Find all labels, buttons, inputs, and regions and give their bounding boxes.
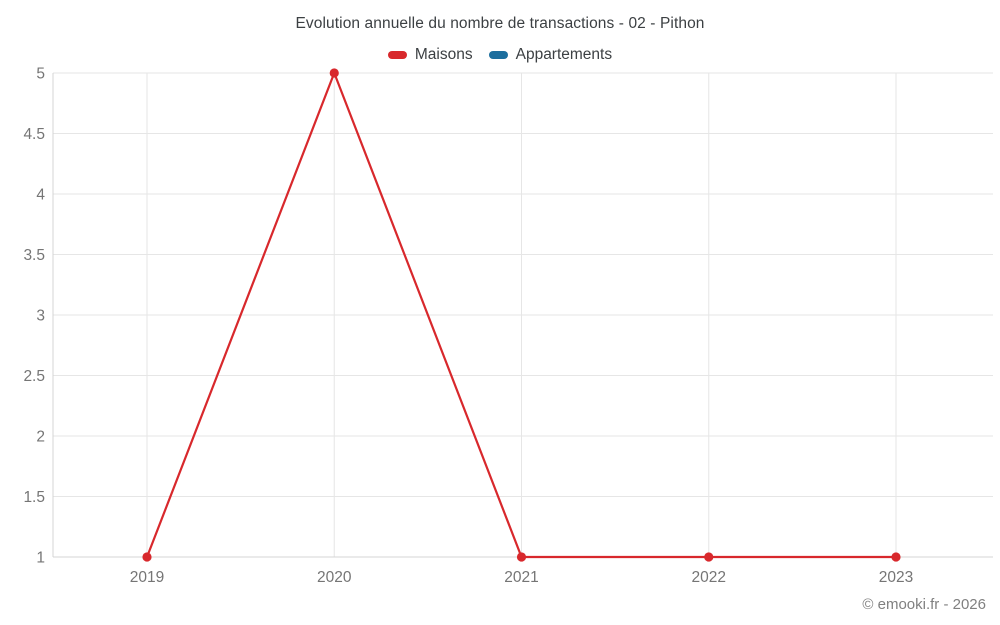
y-tick-label: 2.5 bbox=[23, 368, 45, 385]
x-tick-label: 2022 bbox=[692, 569, 726, 586]
data-point-maisons[interactable] bbox=[704, 552, 714, 562]
x-tick-label: 2020 bbox=[317, 569, 352, 586]
legend-label-maisons: Maisons bbox=[414, 46, 473, 63]
y-tick-label: 4 bbox=[36, 187, 45, 204]
y-tick-label: 3.5 bbox=[23, 247, 45, 264]
data-point-maisons[interactable] bbox=[329, 68, 339, 78]
data-point-maisons[interactable] bbox=[142, 552, 152, 562]
chart-legend: Maisons Appartements bbox=[0, 46, 1000, 64]
data-point-maisons[interactable] bbox=[516, 552, 527, 562]
x-tick-label: 2023 bbox=[879, 569, 913, 586]
legend-label-appartements: Appartements bbox=[515, 46, 613, 63]
x-tick-label: 2021 bbox=[504, 569, 538, 586]
legend-item-maisons: Maisons bbox=[387, 46, 473, 64]
y-tick-label: 1.5 bbox=[23, 489, 45, 506]
copyright-text: © emooki.fr - 2026 bbox=[862, 596, 986, 613]
maisons-legend-marker-icon bbox=[387, 51, 407, 59]
data-point-maisons[interactable] bbox=[891, 552, 901, 562]
appartements-legend-marker-icon bbox=[488, 51, 508, 59]
x-tick-label: 2019 bbox=[130, 569, 164, 586]
chart-title: Evolution annuelle du nombre de transact… bbox=[295, 15, 705, 32]
legend-item-appartements: Appartements bbox=[488, 46, 613, 64]
y-tick-label: 5 bbox=[36, 66, 45, 83]
y-tick-label: 4.5 bbox=[23, 126, 45, 143]
y-tick-label: 2 bbox=[36, 429, 45, 446]
y-tick-label: 3 bbox=[36, 308, 45, 325]
y-tick-label: 1 bbox=[36, 550, 45, 567]
